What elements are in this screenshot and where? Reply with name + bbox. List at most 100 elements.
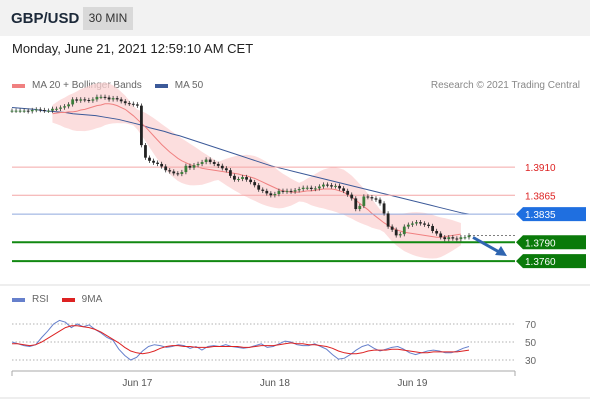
candle-body [265, 190, 269, 194]
candle-body [140, 105, 143, 146]
candle-body [249, 179, 253, 183]
candle-body [467, 235, 471, 238]
candle-body [273, 194, 277, 196]
candle-body [398, 234, 402, 236]
candle-body [22, 110, 26, 112]
timeframe-button[interactable]: 30 MIN [83, 7, 133, 30]
candle-body [38, 109, 42, 111]
level-value-1.3790: 1.3790 [525, 238, 556, 249]
candle-body [358, 205, 362, 210]
candle-body [447, 237, 451, 240]
candle-body [309, 187, 313, 189]
candle-body [212, 162, 216, 164]
forecast-arrow-head [495, 246, 507, 257]
candle-body [71, 99, 75, 105]
candle-body [115, 98, 119, 100]
rsi-legend: RSI 9MA [12, 294, 102, 305]
candle-body [277, 190, 281, 195]
ma20-swatch [12, 83, 25, 88]
rsi-legend-label: RSI [32, 294, 49, 305]
candle-body [55, 108, 58, 110]
level-label-1.3910: 1.3910 [525, 163, 556, 174]
level-value-1.3835: 1.3835 [525, 210, 556, 221]
candle-body [415, 222, 418, 224]
candle-body [439, 233, 443, 238]
candle-body [317, 186, 321, 189]
candle-body [87, 100, 91, 102]
candle-body [204, 159, 208, 163]
candle-body [374, 198, 378, 200]
level-label-1.3790: 1.3790 [516, 235, 586, 250]
x-tick-label-jun-19: Jun 19 [397, 378, 427, 389]
price-legend: MA 20 + Bollinger Bands MA 50 [12, 80, 203, 91]
candle-body [245, 177, 248, 180]
support-badge [516, 235, 586, 250]
candle-body [192, 165, 196, 168]
candle-body [224, 168, 228, 171]
candle-body [67, 104, 71, 107]
chart-credit: Research © 2021 Trading Central [430, 80, 580, 91]
currency-pair-title: GBP/USD [11, 10, 80, 27]
x-tick-label-jun-17: Jun 17 [122, 378, 152, 389]
candle-body [350, 194, 354, 199]
level-value-1.3865: 1.3865 [525, 191, 556, 202]
candle-body [59, 107, 62, 109]
candle-body [144, 145, 147, 158]
candle-body [95, 96, 99, 100]
candle-body [402, 226, 406, 235]
candle-body [196, 163, 200, 166]
candle-body [99, 96, 103, 98]
rsi-level-label-30: 30 [525, 356, 537, 367]
ma50-swatch [154, 83, 168, 88]
candle-body [131, 103, 135, 105]
candle-body [322, 184, 325, 187]
candle-body [390, 226, 394, 230]
candle-body [410, 223, 414, 225]
candle-body [443, 237, 447, 240]
candle-body [79, 99, 83, 101]
candle-body [184, 165, 188, 173]
support-badge [516, 254, 586, 269]
rsi-line [11, 319, 470, 361]
candle-body [119, 99, 123, 102]
candle-body [18, 110, 22, 112]
candle-body [261, 189, 265, 191]
candle-body [42, 110, 46, 112]
candle-body [289, 190, 293, 192]
candle-body [313, 188, 317, 190]
candle-body [281, 190, 285, 192]
candle-body [160, 163, 164, 167]
candle-body [103, 96, 107, 98]
level-label-1.3760: 1.3760 [516, 254, 586, 269]
candle-body [305, 187, 309, 189]
candle-body [285, 190, 289, 192]
candle-body [164, 166, 168, 171]
candle-body [91, 99, 95, 101]
candle-body [455, 238, 459, 240]
header-bar: GBP/USD 30 MIN [0, 0, 590, 36]
candle-body [366, 196, 370, 198]
candle-body [431, 225, 435, 231]
candle-body [386, 213, 390, 227]
level-value-1.3910: 1.3910 [525, 163, 556, 174]
candle-body [370, 197, 374, 199]
forecast-arrow-shaft [472, 236, 502, 255]
candle-body [176, 173, 180, 175]
candle-body [46, 110, 50, 112]
candle-body [10, 110, 14, 112]
candle-body [233, 175, 236, 180]
candle-body [406, 224, 410, 227]
ma20-legend-label: MA 20 + Bollinger Bands [32, 80, 142, 91]
candle-body [378, 199, 382, 204]
candle-body [451, 237, 455, 239]
rsi-swatch [12, 297, 25, 302]
candle-body [342, 188, 346, 191]
candle-body [228, 170, 232, 176]
level-label-1.3835: 1.3835 [516, 207, 586, 222]
candle-body [326, 184, 329, 186]
pivot-badge [516, 207, 586, 222]
candle-body [423, 223, 426, 225]
candle-body [14, 110, 18, 112]
candle-body [269, 193, 273, 196]
